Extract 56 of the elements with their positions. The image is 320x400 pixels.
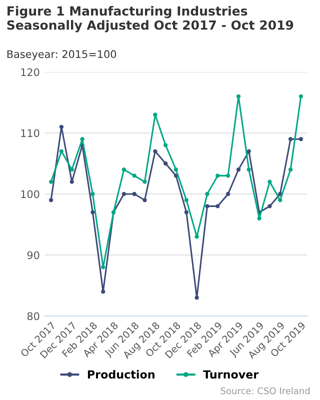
point (132, 192, 136, 196)
point (174, 174, 178, 178)
chart-title: Figure 1 Manufacturing Industries Seasonally Adjusted Oct 2017 - Oct 2019 (7, 6, 294, 32)
point (101, 265, 106, 270)
point (164, 143, 168, 148)
point (122, 168, 126, 172)
point (90, 192, 95, 196)
point (246, 168, 251, 172)
point (246, 149, 251, 154)
point (278, 198, 282, 202)
point (268, 204, 272, 208)
point (132, 174, 136, 178)
point (122, 192, 126, 196)
point (298, 94, 304, 98)
y-tick-label: 90 (27, 251, 40, 260)
point (194, 234, 199, 239)
point (216, 204, 220, 208)
point (236, 168, 241, 172)
point (70, 168, 74, 172)
y-tick-label: 110 (21, 129, 40, 138)
chart-subtitle: Baseyear: 2015=100 (7, 50, 116, 60)
point (184, 210, 188, 214)
y-tick-label: 80 (27, 312, 40, 320)
point (142, 180, 147, 184)
point (288, 137, 293, 142)
point (153, 149, 158, 154)
point (216, 174, 220, 178)
point (90, 210, 95, 214)
point (205, 204, 210, 208)
point (194, 296, 199, 300)
point (226, 192, 230, 196)
source-note: Source: CSO Ireland (220, 387, 310, 394)
legend-label: Production (88, 370, 154, 379)
point (48, 180, 54, 184)
point (205, 192, 210, 196)
point (164, 161, 168, 166)
point (298, 137, 304, 142)
point (288, 168, 293, 172)
point (142, 198, 147, 202)
point (226, 174, 230, 178)
point (236, 94, 241, 98)
point (257, 216, 262, 220)
point (268, 180, 272, 184)
point (174, 168, 178, 172)
point (59, 149, 64, 154)
point (70, 180, 74, 184)
point (184, 198, 188, 202)
point (278, 192, 282, 196)
point (80, 137, 84, 142)
y-tick-label: 120 (21, 68, 40, 76)
point (101, 290, 106, 294)
y-tick-label: 100 (21, 190, 40, 198)
point (153, 112, 158, 117)
point (59, 124, 64, 129)
point (48, 198, 54, 202)
legend-label: Turnover (203, 370, 259, 379)
